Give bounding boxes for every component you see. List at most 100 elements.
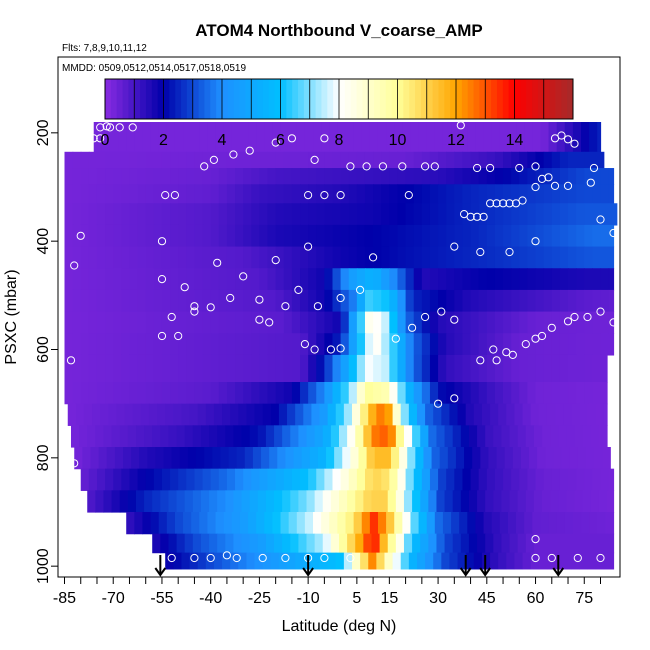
heatmap-cell [503, 468, 512, 491]
heatmap-cell [217, 533, 226, 554]
heatmap-cell [243, 382, 252, 405]
observation-point [255, 315, 264, 324]
heatmap-cell [145, 333, 155, 356]
heatmap-cell [395, 425, 405, 448]
heatmap-cell [543, 354, 553, 383]
heatmap-cell [576, 289, 585, 313]
heatmap-cell [503, 168, 512, 185]
heatmap-cell [356, 168, 366, 185]
heatmap-cell [235, 168, 244, 185]
heatmap-cell [308, 289, 317, 313]
heatmap-cell [413, 468, 423, 491]
heatmap-cell [527, 203, 537, 226]
heatmap-cell [428, 490, 438, 513]
heatmap-cell [413, 203, 423, 226]
flights-note: Flts: 7,8,9,10,11,12 [62, 43, 147, 54]
heatmap-cell [283, 168, 293, 185]
heatmap-cell [381, 151, 390, 169]
heatmap-cell [332, 289, 342, 313]
colorbar-segment [233, 79, 241, 119]
heatmap-cell [316, 203, 325, 226]
heatmap-cell [478, 246, 488, 269]
heatmap-cell [150, 122, 160, 153]
heatmap-cell [72, 184, 82, 204]
heatmap-cell [394, 512, 403, 535]
heatmap-cell [551, 224, 561, 248]
heatmap-cell [511, 354, 520, 383]
heatmap-cell [387, 490, 397, 513]
heatmap-cell [113, 203, 122, 226]
heatmap-cell [243, 333, 252, 356]
colorbar-segment [210, 79, 217, 119]
heatmap-cell [438, 289, 447, 313]
heatmap-cell [480, 447, 490, 470]
heatmap-cell [527, 268, 537, 291]
heatmap-cell [174, 122, 184, 153]
observation-point [102, 122, 111, 131]
heatmap-cell [313, 122, 322, 153]
heatmap-cell [126, 512, 135, 535]
heatmap-cell [516, 512, 525, 535]
heatmap-cell [226, 246, 236, 269]
heatmap-cell [576, 354, 585, 383]
heatmap-cell [108, 403, 118, 426]
heatmap-cell [194, 268, 204, 291]
heatmap-cell [340, 184, 350, 204]
observation-point [271, 138, 280, 147]
heatmap-cell [202, 151, 212, 169]
heatmap-cell [410, 512, 420, 535]
heatmap-cell [145, 468, 155, 491]
heatmap-cell [96, 268, 106, 291]
heatmap-cell [64, 268, 74, 291]
heatmap-cell [442, 512, 452, 535]
heatmap-cell [249, 425, 259, 448]
observation-point [66, 356, 76, 365]
heatmap-cell [577, 447, 587, 470]
heatmap-cell [332, 203, 342, 226]
heatmap-cell [339, 490, 348, 513]
observation-point [326, 345, 335, 354]
observation-point [320, 191, 329, 200]
heatmap-cell [462, 203, 472, 226]
heatmap-cell [72, 333, 82, 356]
heatmap-cell [254, 552, 264, 570]
heatmap-cell [113, 468, 122, 491]
heatmap-cell [259, 203, 269, 226]
heatmap-cell [267, 224, 277, 248]
heatmap-cell [392, 552, 402, 570]
heatmap-cell [113, 151, 122, 169]
heatmap-cell [316, 333, 325, 356]
heatmap-cell [429, 203, 439, 226]
observation-point [473, 212, 482, 221]
heatmap-cell [150, 512, 160, 535]
heatmap-cell [576, 224, 585, 248]
heatmap-cell [153, 184, 163, 204]
heatmap-cell [527, 354, 537, 383]
heatmap-cell [267, 333, 277, 356]
heatmap-cell [272, 122, 282, 153]
observation-point [489, 345, 498, 354]
heatmap-cell [199, 512, 209, 535]
heatmap-cell [405, 311, 415, 334]
heatmap-cell [597, 122, 602, 153]
heatmap-cell [113, 333, 122, 356]
heatmap-cell [535, 468, 545, 491]
heatmap-cell [364, 468, 374, 491]
heatmap-cell [161, 468, 171, 491]
heatmap-cell [153, 382, 163, 405]
y-axis-label: PSXC (mbar) [3, 269, 20, 364]
colorbar-segment [379, 79, 387, 119]
colorbar-segment [216, 79, 223, 119]
heatmap-cell [478, 184, 488, 204]
heatmap-cell [300, 168, 309, 185]
heatmap-cell [96, 184, 106, 204]
heatmap-cell [499, 512, 509, 535]
heatmap-cell [308, 468, 317, 491]
heatmap-cell [105, 203, 114, 226]
heatmap-cell [88, 382, 98, 405]
heatmap-cell [293, 447, 303, 470]
heatmap-cell [399, 447, 408, 470]
heatmap-cell [304, 122, 314, 153]
heatmap-cell [503, 203, 512, 226]
heatmap-cell [506, 403, 516, 426]
